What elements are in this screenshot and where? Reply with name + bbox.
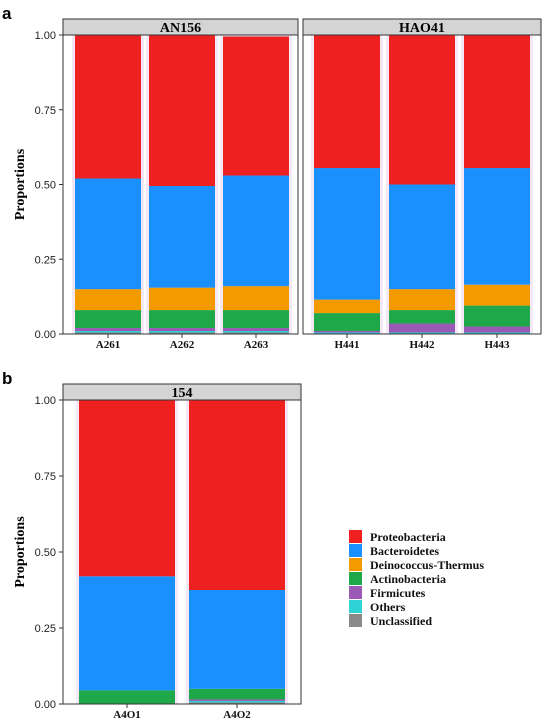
bar-segment-firmicutes-a263 (223, 328, 289, 332)
legend-label-others: Others (370, 600, 406, 614)
legend-key-proteobacteria (349, 530, 362, 543)
bar-segment-actinobacteria-a262 (149, 310, 215, 329)
x-tick-label: A261 (96, 339, 120, 351)
legend-key-actinobacteria (349, 572, 362, 585)
bar-segment-proteobacteria-a4o1 (79, 400, 175, 577)
bar-segment-firmicutes-h441 (314, 331, 380, 333)
bar-segment-bacteroidetes-a4o2 (189, 590, 285, 689)
bar-segment-deinococcus-thermus-a263 (223, 286, 289, 311)
legend-label-bacteroidetes: Bacteroidetes (370, 544, 439, 558)
y-tick-label: 0.50 (35, 180, 56, 192)
facet-strip-label: AN156 (160, 21, 201, 36)
x-tick-label: A262 (170, 339, 195, 351)
bar-segment-bacteroidetes-h443 (464, 168, 530, 285)
bar-segment-bacteroidetes-a262 (149, 185, 215, 288)
x-tick-label: H441 (334, 339, 359, 351)
y-tick-label: 0.75 (35, 105, 56, 117)
bar-segment-proteobacteria-h442 (389, 35, 455, 185)
bar-segment-actinobacteria-h443 (464, 305, 530, 327)
bar-segment-unclassified-a263 (223, 332, 289, 334)
bar-segment-others-a4o2 (189, 700, 285, 703)
bar-segment-others-a263 (223, 331, 289, 333)
legend-key-others (349, 600, 362, 613)
legend-label-deinococcus-thermus: Deinococcus-Thermus (370, 558, 484, 572)
legend-key-unclassified (349, 614, 362, 627)
bar-segment-others-a261 (75, 331, 141, 333)
bar-segment-deinococcus-thermus-h443 (464, 284, 530, 306)
bar-segment-bacteroidetes-a4o1 (79, 576, 175, 691)
bar-segment-proteobacteria-a263 (223, 36, 289, 176)
facet-an156: AN156 A261 A262 A263 (62, 18, 299, 351)
bar-segment-proteobacteria-h441 (314, 35, 380, 169)
bar-segment-actinobacteria-h442 (389, 310, 455, 324)
facet-strip-label: HAO41 (399, 21, 445, 36)
bar-segment-firmicutes-h443 (464, 326, 530, 333)
bar-segment-actinobacteria-a4o2 (189, 688, 285, 700)
x-tick-label: A4O1 (113, 709, 141, 721)
bar-segment-deinococcus-thermus-h441 (314, 299, 380, 314)
legend: Proteobacteria Bacteroidetes Deinococcus… (349, 530, 484, 628)
bar-segment-deinococcus-thermus-a262 (149, 287, 215, 311)
bar-segment-deinococcus-thermus-a261 (75, 289, 141, 311)
plots: 0.00 0.25 0.50 0.75 1.00 Proportions AN156 A261… (13, 18, 542, 721)
bar-segment-proteobacteria-a4o2 (189, 400, 285, 590)
panel-border (62, 34, 299, 335)
bar-segment-actinobacteria-a261 (75, 310, 141, 329)
bar-segment-proteobacteria-a262 (149, 35, 215, 186)
bar-segment-firmicutes-a261 (75, 328, 141, 332)
y-tick-label: 0.25 (35, 254, 56, 266)
bar-segment-proteobacteria-h443 (464, 35, 530, 169)
legend-label-unclassified: Unclassified (370, 614, 432, 628)
bar-segment-bacteroidetes-a263 (223, 175, 289, 287)
bar-segment-proteobacteria-a261 (75, 35, 141, 179)
bar-segment-bacteroidetes-a261 (75, 178, 141, 290)
panel-letter-b: b (2, 369, 12, 388)
legend-label-firmicutes: Firmicutes (370, 586, 426, 600)
bar-segment-others-h442 (389, 332, 455, 334)
legend-key-firmicutes (349, 586, 362, 599)
legend-key-deinococcus-thermus (349, 558, 362, 571)
panel-border (302, 34, 542, 335)
facet-strip-label: 154 (172, 386, 193, 401)
y-tick-label: 0.25 (35, 623, 56, 635)
bar-segment-unclassified-a262 (149, 332, 215, 334)
panel-border (62, 399, 302, 705)
bar-segment-others-a262 (149, 331, 215, 333)
panel-letter-a: a (2, 4, 12, 23)
bar-segment-firmicutes-h442 (389, 323, 455, 333)
y-axis-label: Proportions (13, 148, 28, 220)
bar-segment-unclassified-a261 (75, 332, 141, 334)
legend-label-actinobacteria: Actinobacteria (370, 572, 446, 586)
bar-segment-others-h443 (464, 332, 530, 334)
chart-0: 0.00 0.25 0.50 0.75 1.00 Proportions AN156 A261… (13, 18, 542, 351)
bar-segment-bacteroidetes-h441 (314, 168, 380, 300)
bar-segment-firmicutes-a4o2 (189, 699, 285, 701)
x-tick-label: A4O2 (223, 709, 251, 721)
bar-segment-unclassified-a4o2 (189, 702, 285, 704)
legend-key-bacteroidetes (349, 544, 362, 557)
y-tick-label: 0.50 (35, 547, 56, 559)
y-tick-label: 0.00 (35, 699, 56, 711)
x-tick-label: A263 (244, 339, 269, 351)
y-tick-label: 1.00 (35, 30, 56, 42)
facet-154: 154 A4O1 A4O2 (62, 383, 302, 721)
y-tick-label: 0.75 (35, 471, 56, 483)
facet-hao41: HAO41 H441 H442 H443 (302, 18, 542, 351)
legend-label-proteobacteria: Proteobacteria (370, 530, 446, 544)
x-tick-label: H443 (484, 339, 510, 351)
chart-1: 0.00 0.25 0.50 0.75 1.00 Proportions 154 A4O1 A4… (13, 383, 302, 721)
bar-segment-deinococcus-thermus-h442 (389, 289, 455, 311)
bar-segment-actinobacteria-a4o1 (79, 690, 175, 704)
bar-segment-others-h441 (314, 332, 380, 334)
bar-segment-firmicutes-a262 (149, 328, 215, 332)
bar-segment-actinobacteria-h441 (314, 313, 380, 332)
y-tick-label: 0.00 (35, 329, 56, 341)
y-axis-label: Proportions (13, 516, 28, 588)
bar-segment-bacteroidetes-h442 (389, 184, 455, 290)
y-tick-label: 1.00 (35, 395, 56, 407)
x-tick-label: H442 (409, 339, 435, 351)
bar-segment-actinobacteria-a263 (223, 310, 289, 329)
